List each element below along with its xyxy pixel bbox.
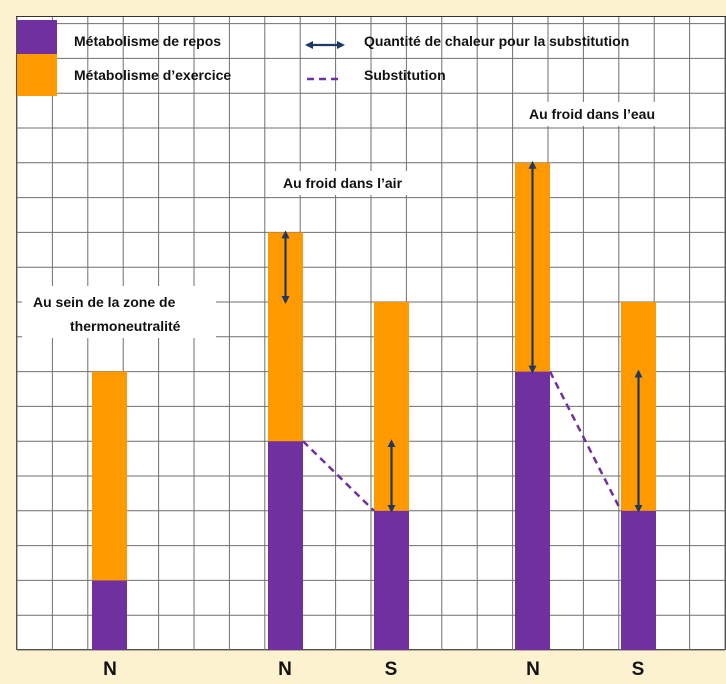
legend-swatch-exercise [17,54,57,96]
substitution-line-4 [302,440,375,512]
group-label-water-bg [524,102,684,126]
bar-exercise-0 [92,371,127,581]
group-label-air-bg [278,171,428,195]
group-label-thermo-line1: Au sein de la zone de [33,294,176,310]
legend: Métabolisme de repos Métabolisme d’exerc… [17,20,629,96]
annotations [281,160,643,513]
category-labels: N N S N S [103,659,644,680]
legend-label-exercise: Métabolisme d’exercice [74,67,231,83]
legend-label-heat-arrow: Quantité de chaleur pour la substitution [364,33,629,49]
bar-rest-2 [374,510,409,650]
substitution-line-5 [548,371,623,512]
bar-rest-4 [621,510,656,650]
tick-label-2: S [385,659,398,680]
group-label-thermo-bg [22,286,216,338]
tick-label-4: S [632,659,645,680]
group-label-thermo-line2: thermoneutralité [70,318,181,334]
legend-label-substitution: Substitution [364,67,446,83]
bar-rest-1 [268,441,303,650]
tick-label-1: N [278,659,292,680]
bar-rest-3 [515,371,550,650]
group-label-water: Au froid dans l’eau [529,106,655,122]
bars [92,162,656,650]
tick-label-3: N [526,659,540,680]
group-label-air: Au froid dans l’air [283,175,403,191]
tick-label-0: N [103,659,117,680]
legend-label-rest: Métabolisme de repos [74,33,221,49]
legend-swatch-rest [17,20,57,54]
bar-rest-0 [92,580,127,650]
